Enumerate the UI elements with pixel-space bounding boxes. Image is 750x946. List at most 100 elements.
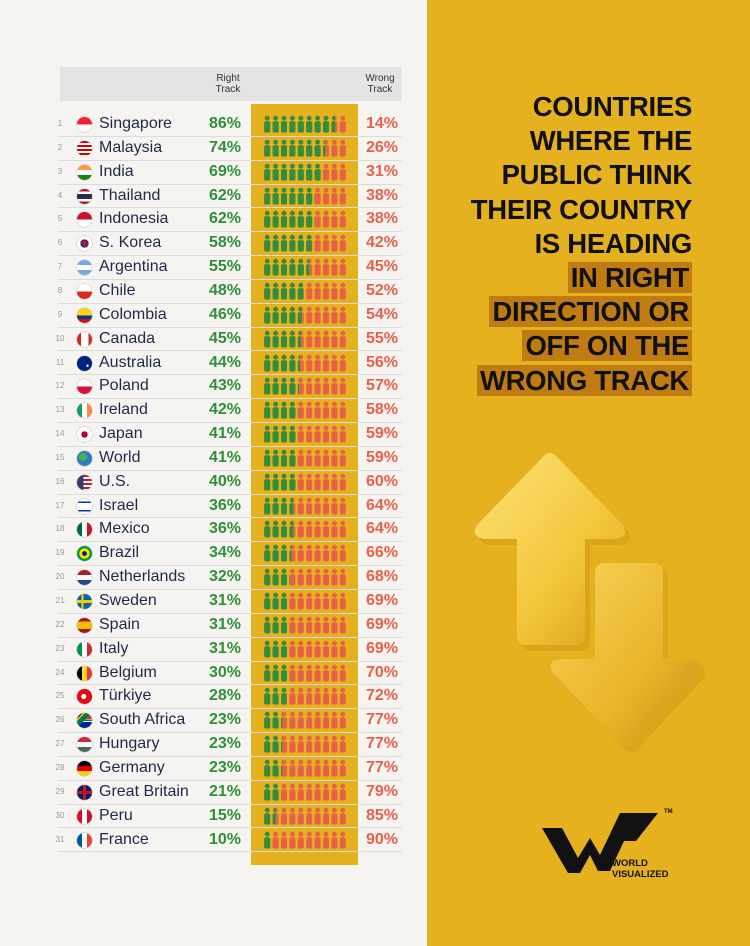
title-line: COUNTRIES bbox=[532, 91, 693, 122]
person-icon-body bbox=[272, 836, 279, 848]
person-icon-head bbox=[298, 258, 304, 264]
peru-flag-icon bbox=[77, 808, 92, 824]
person-icon-body bbox=[323, 478, 329, 491]
person-icon-head bbox=[298, 640, 304, 646]
person-icon-body bbox=[314, 598, 321, 610]
wrong-track-value: 69% bbox=[366, 615, 399, 633]
person-icon-head bbox=[281, 401, 287, 407]
right-track-value: 31% bbox=[209, 639, 242, 657]
person-icon-head bbox=[315, 187, 320, 193]
person-icon-head bbox=[332, 568, 337, 574]
row-divider bbox=[58, 636, 402, 638]
person-icon-head bbox=[273, 235, 278, 240]
sweden-flag-icon bbox=[77, 594, 92, 609]
row-divider bbox=[58, 302, 402, 304]
person-icon-head bbox=[340, 521, 346, 527]
person-icon-head bbox=[264, 664, 270, 670]
person-icon-head bbox=[332, 759, 337, 765]
wrong-track-value: 70% bbox=[366, 663, 399, 681]
person-icon-head bbox=[273, 521, 278, 527]
person-icon-head bbox=[340, 831, 346, 837]
people-pictogram bbox=[264, 258, 346, 276]
france-flag-icon bbox=[77, 832, 92, 848]
person-icon-head bbox=[298, 354, 300, 359]
person-icon-head bbox=[340, 664, 346, 670]
person-icon-head bbox=[323, 545, 329, 550]
person-icon-body bbox=[314, 717, 321, 729]
person-icon-body bbox=[339, 145, 346, 157]
person-icon-head bbox=[323, 139, 326, 145]
person-icon-head bbox=[281, 282, 287, 288]
right-track-people bbox=[264, 688, 287, 705]
person-icon-head bbox=[340, 425, 346, 431]
wrong-track-value: 55% bbox=[366, 329, 399, 347]
person-icon-head bbox=[306, 759, 312, 765]
person-icon-head bbox=[298, 187, 304, 193]
person-icon-head bbox=[281, 640, 287, 646]
right-track-value: 45% bbox=[209, 329, 242, 347]
person-icon-body bbox=[331, 121, 336, 133]
wrong-track-value: 26% bbox=[366, 138, 399, 156]
person-icon-head bbox=[273, 545, 278, 550]
person-icon-head bbox=[332, 664, 337, 670]
person-icon-body bbox=[323, 288, 329, 300]
person-icon-body bbox=[297, 598, 304, 610]
person-icon-head bbox=[290, 306, 295, 312]
rank-label: 5 bbox=[57, 214, 63, 224]
row-divider bbox=[58, 183, 402, 185]
right-track-people bbox=[264, 640, 287, 658]
person-icon-head bbox=[332, 378, 337, 383]
person-icon-body bbox=[331, 478, 338, 491]
brazil-flag-icon bbox=[77, 546, 92, 562]
person-icon-head bbox=[273, 759, 278, 765]
person-icon-head bbox=[273, 807, 276, 813]
person-icon-body bbox=[306, 455, 313, 467]
table-row: 11 Australia 44% 56% bbox=[0, 352, 427, 376]
person-icon-body bbox=[306, 574, 313, 586]
person-icon-head bbox=[264, 712, 270, 717]
person-icon-head bbox=[273, 425, 278, 431]
person-icon-head bbox=[315, 783, 320, 789]
person-icon-head bbox=[281, 831, 287, 837]
person-icon-body bbox=[281, 765, 283, 777]
person-icon-body bbox=[297, 383, 300, 395]
person-icon-head bbox=[290, 783, 295, 789]
person-icon-body bbox=[339, 550, 346, 562]
person-icon-body bbox=[297, 288, 304, 300]
person-icon-body bbox=[323, 264, 329, 276]
wrong-track-value: 38% bbox=[366, 210, 399, 228]
person-icon-head bbox=[281, 664, 287, 670]
person-icon-head bbox=[332, 235, 337, 240]
person-icon-head bbox=[290, 616, 295, 622]
person-icon-head bbox=[281, 712, 287, 717]
people-pictogram bbox=[264, 163, 346, 181]
person-icon-head bbox=[264, 139, 270, 145]
wrong-track-value: 52% bbox=[366, 281, 399, 299]
person-icon-head bbox=[332, 115, 336, 121]
person-icon-body bbox=[281, 335, 287, 348]
person-icon-head bbox=[306, 616, 312, 622]
wrong-track-value: 38% bbox=[366, 186, 399, 204]
person-icon-head bbox=[315, 163, 320, 169]
rank-label: 1 bbox=[57, 119, 63, 128]
person-icon-body bbox=[339, 264, 346, 276]
person-icon-body bbox=[272, 717, 279, 729]
person-icon-body bbox=[264, 383, 271, 395]
person-icon-head bbox=[298, 759, 304, 765]
people-pictogram bbox=[264, 115, 346, 133]
logo-line: VISUALIZED bbox=[612, 869, 669, 880]
person-icon-body bbox=[297, 574, 304, 586]
right-track-people bbox=[264, 449, 296, 467]
person-icon-head bbox=[298, 568, 304, 574]
person-icon-head bbox=[273, 616, 278, 622]
person-icon-head bbox=[264, 640, 270, 646]
person-icon-body bbox=[331, 693, 338, 705]
right-track-value: 62% bbox=[209, 210, 242, 228]
person-icon-head bbox=[281, 187, 287, 193]
person-icon-head bbox=[315, 139, 320, 145]
person-icon-head bbox=[315, 378, 320, 383]
person-icon-body bbox=[306, 788, 313, 801]
wrong-track-value: 77% bbox=[366, 758, 399, 776]
person-icon-head bbox=[323, 521, 329, 527]
person-icon-head bbox=[332, 163, 337, 169]
